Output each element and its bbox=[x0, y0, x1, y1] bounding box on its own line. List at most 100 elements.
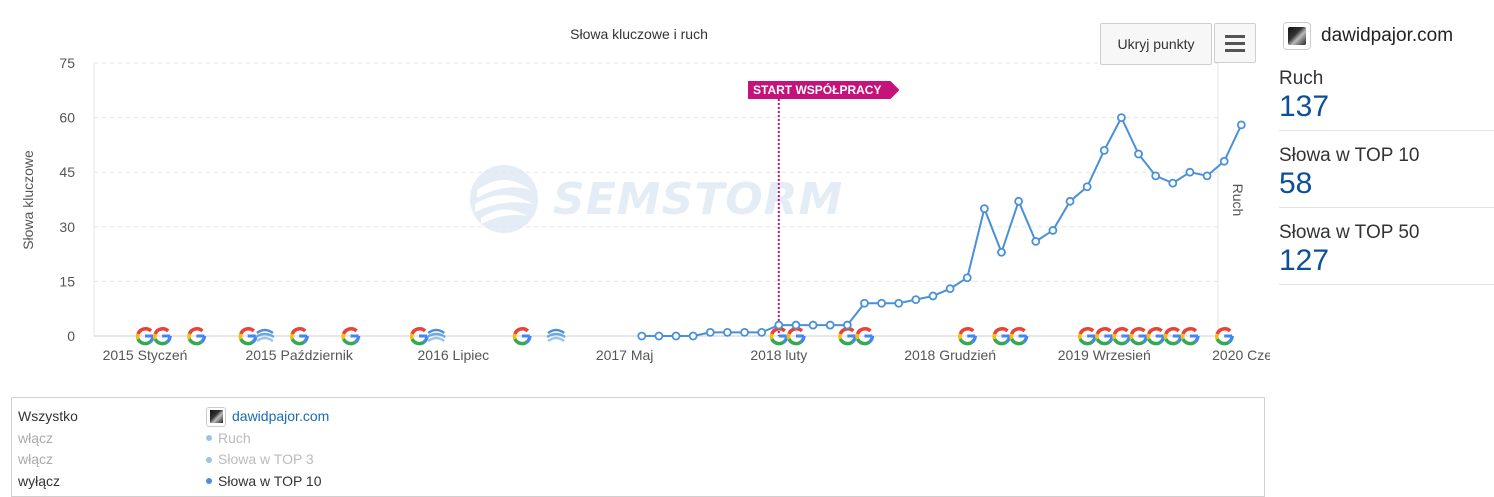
x-tick-label: 2017 Maj bbox=[596, 347, 654, 363]
data-point bbox=[774, 320, 784, 330]
data-point bbox=[1099, 145, 1109, 155]
y-tick-label: 60 bbox=[59, 110, 75, 126]
legend-series-item[interactable]: Słowa w TOP 10 bbox=[206, 471, 329, 493]
stat-top10: Słowa w TOP 10 58 bbox=[1279, 131, 1494, 208]
series-dot-icon bbox=[206, 435, 212, 442]
hamburger-menu-icon bbox=[1225, 34, 1245, 38]
legend-series-list: dawidpajor.com Ruch Słowa w TOP 3 Słowa … bbox=[206, 406, 329, 492]
y2-axis-label: Ruch bbox=[1230, 183, 1246, 217]
chart-legend: Wszystko włącz włącz wyłącz dawidpajor.c… bbox=[11, 397, 1265, 497]
data-point bbox=[1168, 178, 1178, 188]
x-tick-label: 2015 Październik bbox=[245, 347, 353, 363]
penguin-update-icon bbox=[255, 328, 275, 343]
data-point bbox=[688, 331, 698, 341]
data-point bbox=[1185, 167, 1195, 177]
data-point bbox=[945, 284, 955, 294]
data-point bbox=[911, 295, 921, 305]
y-axis-label: Słowa kluczowe bbox=[20, 150, 36, 250]
stat-label: Ruch bbox=[1279, 68, 1324, 89]
legend-toggle-on[interactable]: włącz bbox=[18, 429, 54, 446]
series-dot-icon bbox=[206, 456, 212, 463]
google-icon bbox=[1215, 327, 1234, 346]
data-point bbox=[825, 320, 835, 330]
stat-traffic: Ruch 137 bbox=[1279, 54, 1494, 131]
legend-toggle-on[interactable]: włącz bbox=[18, 451, 54, 467]
y-tick-label: 45 bbox=[59, 164, 75, 180]
stat-value: 127 bbox=[1279, 244, 1330, 277]
start-cooperation-flag: START WSPÓŁPRACY bbox=[748, 81, 899, 99]
legend-toggle-all[interactable]: Wszystko bbox=[18, 408, 78, 424]
data-point bbox=[808, 320, 818, 330]
stat-value: 137 bbox=[1279, 90, 1330, 123]
data-point bbox=[1082, 182, 1092, 192]
data-point bbox=[654, 331, 664, 341]
data-point bbox=[1202, 171, 1212, 181]
penguin-update-icon bbox=[426, 328, 446, 343]
legend-series-item[interactable]: Ruch bbox=[206, 428, 329, 450]
data-point bbox=[723, 327, 732, 337]
y-tick-label: 15 bbox=[59, 273, 75, 289]
legend-series-label: Słowa w TOP 3 bbox=[218, 451, 314, 467]
site-favicon-icon bbox=[1283, 22, 1311, 50]
data-point bbox=[1219, 156, 1229, 166]
penguin-update-icon bbox=[546, 328, 566, 343]
data-point bbox=[928, 291, 938, 301]
data-point bbox=[1134, 149, 1143, 159]
data-point bbox=[894, 298, 904, 308]
google-icon bbox=[1180, 327, 1200, 346]
data-point bbox=[705, 327, 715, 337]
hamburger-menu-icon bbox=[1225, 41, 1245, 45]
stat-value: 58 bbox=[1279, 167, 1313, 200]
google-icon bbox=[1009, 327, 1029, 346]
stat-label: Słowa w TOP 50 bbox=[1279, 222, 1420, 243]
data-point bbox=[1151, 171, 1161, 181]
data-point bbox=[1236, 120, 1246, 130]
x-tick-label: 2020 Czerwiec bbox=[1212, 347, 1270, 363]
data-point bbox=[842, 320, 852, 330]
series-dot-icon bbox=[206, 478, 212, 485]
google-icon bbox=[152, 327, 172, 346]
site-header: dawidpajor.com bbox=[1279, 18, 1494, 54]
data-point bbox=[671, 331, 681, 341]
google-icon bbox=[135, 327, 155, 346]
site-favicon-icon bbox=[206, 406, 226, 427]
data-point bbox=[997, 247, 1006, 257]
data-point bbox=[637, 331, 647, 341]
data-point bbox=[979, 204, 989, 214]
data-point bbox=[791, 320, 801, 330]
google-icon bbox=[290, 327, 309, 346]
google-icon bbox=[1112, 327, 1132, 346]
google-icon bbox=[992, 327, 1012, 346]
data-point bbox=[1031, 236, 1041, 246]
data-point bbox=[1048, 226, 1058, 235]
x-tick-label: 2018 luty bbox=[750, 347, 807, 363]
legend-toggles: Wszystko włącz włącz wyłącz bbox=[18, 406, 78, 492]
y-tick-label: 75 bbox=[59, 55, 75, 71]
chart-menu-button[interactable] bbox=[1214, 23, 1256, 63]
hamburger-menu-icon bbox=[1225, 48, 1245, 52]
chart-container: Słowa kluczowe i ruch SEMSTORM 0 15 30 45 60… bbox=[20, 23, 1270, 363]
legend-site-name[interactable]: dawidpajor.com bbox=[232, 408, 330, 424]
x-tick-label: 2015 Styczeń bbox=[103, 347, 188, 363]
data-point bbox=[860, 298, 869, 308]
google-icon bbox=[512, 327, 532, 346]
stats-panel: dawidpajor.com Ruch 137 Słowa w TOP 10 5… bbox=[1279, 18, 1494, 285]
data-point bbox=[962, 273, 972, 283]
legend-site-row: dawidpajor.com bbox=[206, 406, 329, 428]
data-point bbox=[1065, 196, 1075, 206]
legend-series-item[interactable]: Słowa w TOP 3 bbox=[206, 449, 329, 471]
stat-label: Słowa w TOP 10 bbox=[1279, 145, 1420, 166]
legend-toggle-off[interactable]: wyłącz bbox=[18, 472, 61, 489]
google-icon bbox=[855, 327, 875, 346]
x-tick-label: 2019 Wrzesień bbox=[1058, 347, 1151, 363]
keywords-traffic-chart: 0 15 30 45 60 75 2015 Styczeń 2015 Październik 2… bbox=[59, 55, 1270, 363]
x-tick-label: 2018 Grudzień bbox=[904, 347, 996, 363]
x-tick-label: 2016 Lipiec bbox=[418, 347, 490, 363]
stat-top50: Słowa w TOP 50 127 bbox=[1279, 208, 1494, 285]
y-tick-label: 0 bbox=[67, 328, 75, 344]
y-tick-label: 30 bbox=[59, 219, 75, 235]
hide-points-button[interactable]: Ukryj punkty bbox=[1100, 23, 1212, 65]
google-icon bbox=[1163, 327, 1183, 346]
google-icon bbox=[187, 327, 207, 346]
data-point bbox=[1117, 113, 1126, 122]
